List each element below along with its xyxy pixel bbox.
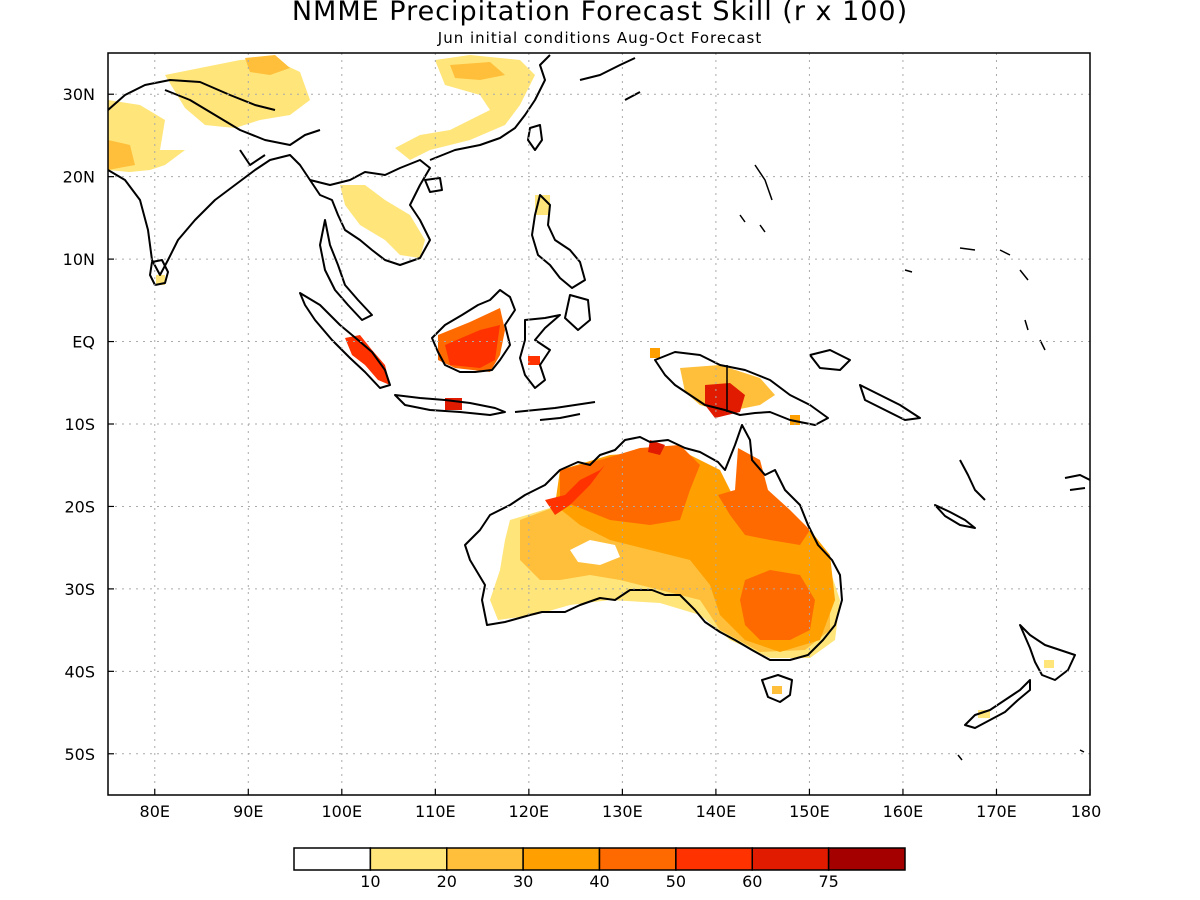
colorbar-swatch	[369, 847, 448, 871]
lon-tick-label: 180	[1071, 802, 1102, 821]
colorbar-label: 60	[742, 872, 762, 891]
skill-region-tasmania	[772, 686, 782, 694]
skill-region-new-zealand-n	[1044, 660, 1054, 668]
lat-tick-label: 30S	[64, 580, 95, 599]
coastline-sulawesi	[519, 314, 561, 389]
skill-region-western-australia-white	[570, 540, 620, 565]
lat-tick-label: 10S	[64, 415, 95, 434]
colorbar-label: 75	[818, 872, 838, 891]
skill-region-australia-40	[560, 445, 700, 525]
coastline-china	[429, 54, 551, 161]
colorbar-swatch	[827, 847, 906, 871]
lon-tick-label: 110E	[415, 802, 456, 821]
map-title: NMME Precipitation Forecast Skill (r x 1…	[291, 0, 909, 27]
colorbar-swatch	[446, 847, 524, 871]
lat-tick-label: 20S	[64, 497, 95, 516]
colorbar-swatch	[675, 847, 753, 871]
lon-tick-label: 160E	[883, 802, 924, 821]
colorbar-swatch	[522, 847, 601, 871]
skill-region-sulawesi	[528, 356, 540, 365]
lon-tick-label: 130E	[602, 802, 643, 821]
lat-tick-label: 20N	[63, 168, 95, 187]
coastline-malay-peninsula	[319, 219, 373, 321]
skill-region-kimberley-60	[648, 440, 665, 455]
skill-region-indochina	[340, 185, 425, 258]
coastline-sumatra	[299, 292, 391, 389]
colorbar-swatch	[751, 847, 830, 871]
coastline-solomons	[859, 384, 921, 421]
lon-tick-label: 80E	[140, 802, 170, 821]
lon-tick-label: 140E	[696, 802, 737, 821]
colorbar-swatch	[598, 847, 677, 871]
coastline-vanuatu	[959, 459, 986, 501]
map-subtitle: Jun initial conditions Aug-Oct Forecast	[437, 29, 763, 47]
coastline-himalaya	[164, 89, 321, 166]
colorbar-label: 50	[666, 872, 686, 891]
coastline-taiwan	[527, 124, 543, 151]
coastline-tasmania	[761, 674, 793, 703]
lat-tick-label: 50S	[64, 745, 95, 764]
coastline-fiji	[1064, 474, 1090, 491]
colorbar-label: 30	[513, 872, 533, 891]
map-gridlines	[108, 53, 1090, 795]
coastline-sri-lanka	[149, 259, 169, 286]
coastline-java	[394, 394, 506, 416]
colorbar-label: 10	[360, 872, 380, 891]
coastline-pacific-islands	[739, 164, 1085, 761]
skill-region-halmahera	[650, 348, 660, 358]
lon-tick-label: 150E	[789, 802, 830, 821]
coastlines	[108, 54, 1090, 761]
skill-region-southeast-australia-40	[740, 570, 815, 640]
coastline-japan	[579, 57, 641, 101]
skill-region-queensland-40	[718, 448, 810, 545]
skill-region-china	[395, 55, 535, 160]
coastline-india	[108, 79, 311, 276]
skill-region-himalaya-20	[245, 55, 290, 75]
skill-shading	[108, 55, 1054, 718]
skill-region-sumatra	[345, 335, 390, 385]
skill-region-india-nw-20	[108, 140, 135, 170]
colorbar: 10 20 30 40 50 60 75	[293, 847, 906, 891]
coastline-lesser-sunda	[514, 401, 596, 421]
map-axes: 80E 90E 100E 110E 120E 130E 140E 150E 160E 170E 18…	[63, 85, 1102, 821]
skill-region-borneo-core	[445, 325, 500, 368]
colorbar-swatch	[293, 847, 372, 871]
coastline-new-zealand-south	[964, 679, 1031, 729]
skill-region-northwest-australia-50	[545, 465, 605, 515]
coastline-new-zealand-north	[1019, 624, 1076, 681]
colorbar-label: 40	[589, 872, 609, 891]
lat-tick-label: EQ	[72, 333, 95, 352]
lat-tick-label: 30N	[63, 85, 95, 104]
coastline-hainan	[424, 177, 443, 193]
skill-region-new-guinea-60	[705, 383, 745, 418]
lat-tick-label: 10N	[63, 250, 95, 269]
colorbar-label: 20	[437, 872, 457, 891]
lat-tick-label: 40S	[64, 662, 95, 681]
coastline-new-caledonia	[934, 504, 976, 529]
coastline-philippines	[531, 194, 591, 331]
lon-tick-label: 90E	[233, 802, 263, 821]
lon-tick-label: 100E	[321, 802, 362, 821]
coastline-borneo	[431, 289, 516, 373]
coastline-australia	[464, 424, 843, 661]
lon-tick-label: 120E	[509, 802, 550, 821]
lon-tick-label: 170E	[976, 802, 1017, 821]
coastline-new-britain	[809, 349, 851, 371]
coastline-new-guinea	[654, 351, 829, 426]
skill-region-china-20	[450, 62, 505, 80]
